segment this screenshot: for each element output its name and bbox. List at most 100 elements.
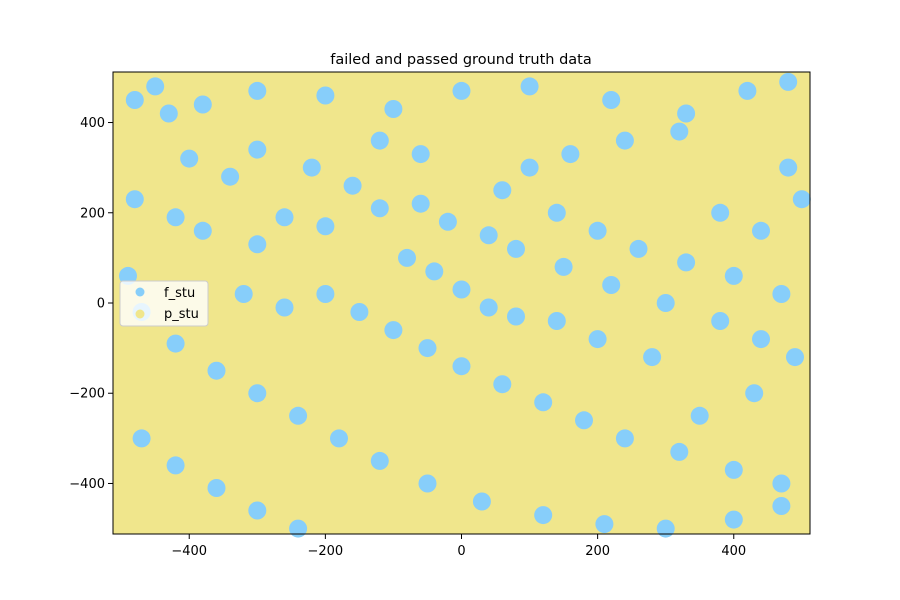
x-tick-label: −200 — [308, 544, 344, 559]
data-point-f-stu — [425, 262, 444, 281]
data-point-f-stu — [575, 411, 593, 430]
data-point-f-stu — [547, 203, 566, 222]
scatter-points — [119, 72, 811, 538]
data-point-f-stu — [786, 348, 804, 367]
data-point-f-stu — [752, 221, 770, 240]
legend-label-f-stu: f_stu — [164, 286, 195, 301]
data-point-f-stu — [752, 330, 770, 349]
data-point-f-stu — [690, 406, 709, 425]
data-point-f-stu — [507, 239, 525, 258]
data-point-f-stu — [411, 145, 430, 164]
legend-marker-p-stu — [135, 309, 145, 319]
data-point-f-stu — [302, 158, 321, 177]
data-point-f-stu — [677, 253, 696, 272]
data-point-f-stu — [534, 393, 553, 412]
data-point-f-stu — [452, 357, 471, 376]
data-point-f-stu — [772, 285, 791, 303]
y-tick-label: 200 — [80, 206, 105, 221]
y-tick-label: 400 — [80, 116, 105, 131]
legend-label-p-stu: p_stu — [164, 307, 199, 322]
data-point-f-stu — [561, 145, 580, 164]
data-point-f-stu — [159, 104, 178, 123]
data-point-f-stu — [248, 235, 267, 254]
x-tick-label: 200 — [585, 544, 610, 559]
data-point-f-stu — [656, 294, 675, 312]
data-point-f-stu — [792, 190, 811, 209]
data-point-f-stu — [656, 519, 675, 538]
data-point-f-stu — [670, 122, 689, 141]
data-point-f-stu — [643, 348, 662, 367]
data-point-f-stu — [248, 81, 267, 100]
data-point-f-stu — [438, 212, 457, 231]
data-point-f-stu — [146, 77, 165, 96]
data-point-f-stu — [350, 303, 369, 321]
data-point-f-stu — [370, 131, 389, 150]
data-point-f-stu — [418, 339, 437, 358]
data-point-f-stu — [615, 429, 634, 448]
y-axis: 400 200 0 −200 −400 — [69, 116, 113, 492]
data-point-f-stu — [452, 81, 471, 100]
data-point-f-stu — [602, 276, 621, 294]
data-point-f-stu — [125, 91, 144, 109]
data-point-f-stu — [418, 474, 437, 493]
data-point-f-stu — [125, 190, 144, 209]
data-point-f-stu — [711, 203, 730, 222]
data-point-f-stu — [234, 285, 253, 303]
data-point-f-stu — [479, 298, 498, 317]
data-point-f-stu — [180, 149, 199, 168]
data-point-f-stu — [207, 361, 226, 380]
data-point-f-stu — [472, 492, 491, 511]
data-point-f-stu — [248, 501, 267, 520]
data-point-f-stu — [520, 158, 539, 177]
data-point-f-stu — [588, 221, 607, 240]
data-point-f-stu — [520, 77, 539, 96]
data-point-f-stu — [370, 451, 389, 470]
data-point-f-stu — [534, 506, 553, 525]
data-point-f-stu — [275, 298, 294, 317]
data-point-f-stu — [738, 81, 757, 100]
data-point-f-stu — [193, 95, 212, 114]
data-point-f-stu — [289, 406, 308, 425]
x-tick-label: −400 — [171, 544, 207, 559]
data-point-f-stu — [316, 217, 335, 236]
data-point-f-stu — [677, 104, 696, 123]
data-point-f-stu — [452, 280, 471, 299]
x-tick-label: 0 — [457, 544, 465, 559]
data-point-f-stu — [370, 199, 389, 218]
y-tick-label: −400 — [69, 477, 105, 492]
chart-title: failed and passed ground truth data — [330, 52, 592, 68]
data-point-f-stu — [479, 226, 498, 245]
data-point-f-stu — [166, 208, 185, 227]
data-point-f-stu — [398, 248, 416, 267]
data-point-f-stu — [629, 239, 648, 258]
data-point-f-stu — [275, 208, 294, 227]
data-point-f-stu — [493, 181, 512, 200]
data-point-f-stu — [595, 515, 614, 534]
y-tick-label: 0 — [97, 297, 105, 312]
data-point-f-stu — [724, 510, 743, 529]
data-point-f-stu — [248, 140, 267, 159]
data-point-f-stu — [507, 307, 525, 326]
data-point-f-stu — [132, 429, 151, 448]
x-axis: −400 −200 0 200 400 — [171, 534, 746, 559]
data-point-f-stu — [493, 375, 512, 394]
data-point-f-stu — [745, 384, 764, 403]
data-point-f-stu — [724, 460, 743, 479]
data-point-f-stu — [779, 158, 798, 177]
data-point-f-stu — [779, 72, 798, 91]
data-point-f-stu — [711, 312, 730, 330]
data-point-f-stu — [411, 194, 430, 213]
data-point-f-stu — [221, 167, 240, 186]
data-point-f-stu — [588, 330, 607, 349]
data-point-f-stu — [119, 266, 137, 285]
data-point-f-stu — [384, 321, 403, 340]
data-point-f-stu — [772, 474, 791, 493]
plot-area — [113, 72, 810, 534]
data-point-f-stu — [166, 456, 185, 475]
y-tick-label: −200 — [69, 387, 105, 402]
data-point-f-stu — [193, 221, 212, 240]
data-point-f-stu — [615, 131, 634, 150]
data-point-f-stu — [670, 442, 689, 461]
data-point-f-stu — [772, 497, 791, 515]
